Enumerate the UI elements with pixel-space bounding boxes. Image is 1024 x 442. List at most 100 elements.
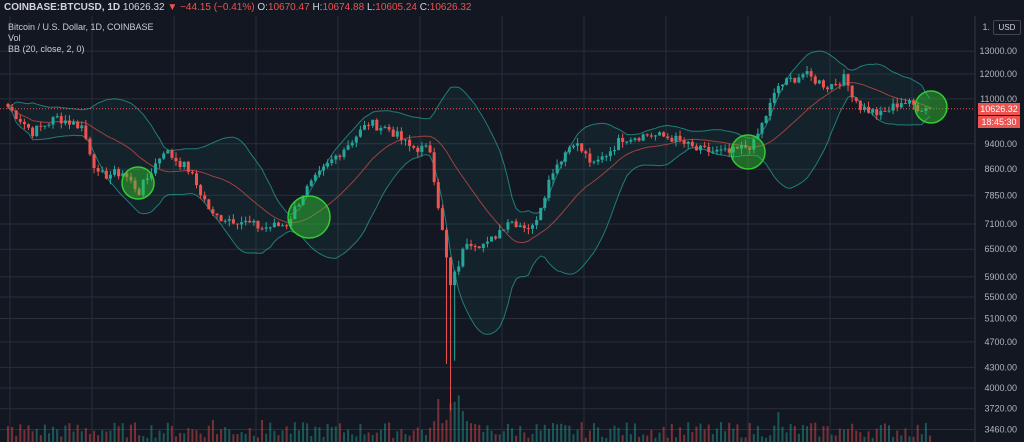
- candle-body: [719, 149, 723, 151]
- volume-bar: [338, 423, 341, 442]
- price-tick-label: 9400.00: [984, 139, 1017, 149]
- price-tick-label-cut: 1.: [982, 22, 990, 32]
- candle-body: [399, 131, 403, 141]
- candle-body: [125, 173, 129, 177]
- candle-body: [108, 174, 112, 179]
- volume-bar: [486, 425, 489, 442]
- legend-series-title[interactable]: Bitcoin / U.S. Dollar, 1D, COINBASE: [8, 22, 154, 32]
- volume-bar: [531, 433, 534, 442]
- candle-body: [276, 222, 280, 226]
- candle-body: [121, 173, 125, 177]
- candle-body: [47, 124, 51, 126]
- volume-bar: [592, 423, 595, 442]
- volume-bar: [748, 423, 751, 442]
- candle-body: [178, 161, 182, 168]
- volume-bar: [883, 423, 886, 442]
- candle-body: [453, 271, 457, 286]
- candle-body: [883, 110, 887, 112]
- volume-bar: [80, 431, 83, 442]
- candle-body: [395, 131, 399, 137]
- volume-bar: [900, 435, 903, 442]
- volume-bar: [76, 424, 79, 442]
- volume-bar: [502, 431, 505, 442]
- candle-body: [248, 220, 252, 223]
- symbol-header-bar: COINBASE:BTCUSD, 1D 10626.32 ▼ −44.15 (−…: [0, 0, 1024, 16]
- candle-body: [756, 133, 760, 140]
- symbol-name[interactable]: COINBASE:BTCUSD, 1D: [4, 2, 121, 13]
- candle-body: [571, 145, 575, 148]
- volume-bar: [572, 434, 575, 442]
- candle-body: [51, 117, 55, 125]
- volume-bar: [187, 428, 190, 442]
- volume-bar: [564, 425, 567, 442]
- candle-body: [744, 145, 748, 148]
- candle-body: [322, 166, 326, 171]
- volume-bar: [744, 437, 747, 442]
- candle-body: [662, 132, 666, 137]
- candle-body: [408, 139, 412, 146]
- volume-bar: [179, 432, 182, 442]
- volume-bar: [289, 433, 292, 442]
- candle-body: [104, 170, 108, 179]
- volume-bar: [142, 436, 145, 442]
- candle-body: [100, 170, 104, 172]
- candle-body: [875, 109, 879, 116]
- bb-upper-line: [7, 50, 931, 216]
- candle-body: [149, 173, 153, 179]
- candle-body: [813, 76, 817, 84]
- volume-bar: [875, 428, 878, 442]
- volume-bar: [420, 429, 423, 442]
- volume-bar: [871, 437, 874, 442]
- candle-body: [776, 86, 780, 93]
- candle-body: [420, 145, 424, 152]
- volume-bar: [539, 430, 542, 442]
- legend-bollinger-bands[interactable]: BB (20, close, 2, 0): [8, 44, 85, 54]
- volume-bar: [347, 429, 350, 442]
- candle-body: [563, 152, 567, 162]
- candle-body: [867, 106, 871, 113]
- volume-bar: [232, 434, 235, 442]
- volume-bar: [867, 431, 870, 442]
- candle-body: [416, 147, 420, 152]
- candle-body: [735, 146, 739, 149]
- candle-body: [531, 225, 535, 229]
- candle-body: [510, 221, 514, 223]
- volume-bar: [146, 437, 149, 442]
- price-tick-label: 12000.00: [979, 69, 1017, 79]
- candle-body: [371, 119, 375, 126]
- volume-bar: [691, 432, 694, 442]
- volume-bar: [695, 426, 698, 442]
- volume-bar: [658, 432, 661, 442]
- volume-bar: [789, 423, 792, 442]
- candle-body: [682, 140, 686, 144]
- volume-bar: [908, 436, 911, 442]
- volume-bar: [707, 424, 710, 442]
- volume-bar: [720, 422, 723, 442]
- candle-body: [231, 219, 235, 224]
- candle-body: [912, 100, 916, 105]
- candle-body: [35, 125, 39, 137]
- volume-bar: [15, 435, 18, 442]
- volume-bar: [121, 423, 124, 442]
- volume-bar: [404, 434, 407, 442]
- candle-body: [690, 141, 694, 147]
- candle-body: [285, 225, 289, 227]
- volume-bar: [797, 433, 800, 442]
- legend-volume[interactable]: Vol: [8, 33, 21, 43]
- candle-body: [199, 185, 203, 196]
- volume-bar: [371, 434, 374, 442]
- candle-body: [842, 74, 846, 86]
- volume-bar: [367, 432, 370, 442]
- price-tick-label: 4700.00: [984, 337, 1017, 347]
- currency-button[interactable]: USD: [993, 20, 1021, 35]
- candle-body: [887, 110, 891, 112]
- volume-bar: [556, 424, 559, 442]
- candle-body: [117, 169, 121, 177]
- volume-bar: [724, 431, 727, 442]
- volume-bar: [851, 423, 854, 442]
- candle-body: [752, 139, 756, 150]
- price-chart[interactable]: 12000.00 11000.00 9400.00 8600.00 7850.00 710…: [0, 16, 1024, 442]
- volume-bar: [281, 430, 284, 442]
- volume-bar: [465, 420, 468, 442]
- candle-body: [518, 225, 522, 228]
